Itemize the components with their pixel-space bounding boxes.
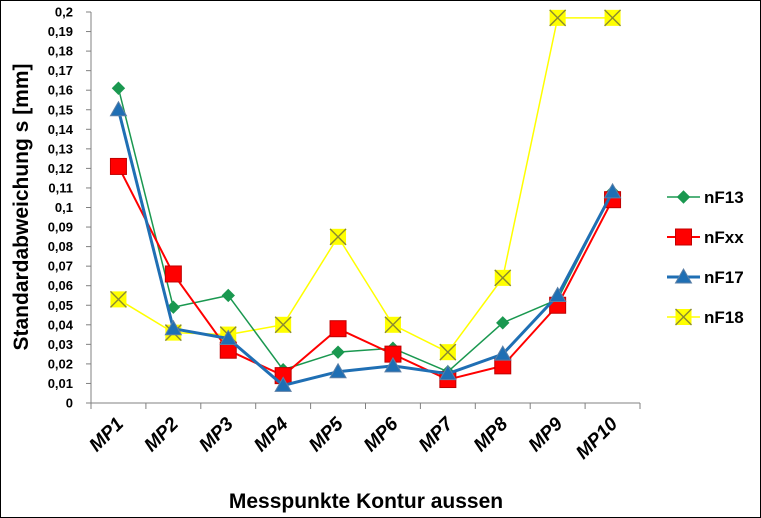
data-point-diamond — [166, 300, 181, 314]
y-tick-label: 0,15 — [48, 102, 73, 117]
data-point-diamond — [221, 288, 235, 303]
y-tick-label: 0,13 — [48, 141, 73, 156]
legend-label: nFxx — [704, 228, 744, 247]
legend-item-nF17: nF17 — [667, 267, 744, 287]
data-point-triangle — [438, 364, 457, 381]
data-point-x — [549, 9, 567, 27]
y-tick-label: 0,14 — [48, 122, 74, 137]
data-point-x-stroke — [109, 290, 127, 308]
data-point-x — [109, 290, 127, 308]
series-line — [117, 165, 614, 381]
data-point-x-stroke — [329, 228, 347, 246]
y-tick-label: 0,05 — [48, 298, 73, 313]
y-tick-label: 0,12 — [48, 161, 73, 176]
data-point-x — [494, 269, 512, 287]
data-point-triangle — [219, 329, 238, 345]
data-point-diamond — [331, 345, 345, 359]
data-point-triangle — [384, 356, 402, 373]
y-tick-label: 0,17 — [48, 63, 73, 78]
data-point-square — [329, 320, 347, 338]
data-point-triangle — [493, 345, 512, 361]
legend-label: nF18 — [704, 308, 744, 327]
data-point-x — [439, 343, 457, 361]
legend: nF13 nFxx nF17 nF18 — [667, 188, 744, 327]
data-point-x-stroke — [439, 343, 457, 361]
data-point-triangle — [164, 319, 183, 336]
legend-item-nF13: nF13 — [667, 188, 744, 207]
y-tick-label: 0,08 — [48, 239, 73, 254]
data-point-square — [675, 228, 692, 246]
data-point-x — [604, 9, 622, 27]
series-line — [117, 88, 614, 373]
data-point-diamond — [676, 190, 691, 204]
data-point-triangle — [109, 100, 128, 117]
y-tick-label: 0,09 — [48, 220, 73, 235]
data-point-x-stroke — [675, 308, 692, 326]
y-axis-title: Standardabweichung s [mm] — [10, 63, 33, 350]
data-point-triangle — [674, 267, 693, 284]
legend-label: nF13 — [704, 188, 744, 207]
series-nF17 — [109, 100, 622, 392]
data-point-x-stroke — [274, 316, 292, 334]
y-tick-label: 0,18 — [48, 44, 73, 59]
data-point-x — [274, 316, 292, 334]
y-tick-label: 0,06 — [48, 278, 73, 293]
y-tick-label: 0,07 — [48, 259, 73, 274]
data-point-x — [675, 308, 692, 326]
data-point-x — [384, 316, 402, 334]
data-point-x-stroke — [384, 316, 402, 334]
data-point-x-stroke — [494, 269, 512, 287]
data-point-triangle — [329, 362, 347, 379]
data-point-x — [329, 228, 347, 246]
data-point-x-stroke — [604, 9, 622, 27]
y-tick-label: 0,03 — [48, 337, 73, 352]
data-point-triangle — [603, 182, 622, 199]
y-tick-label: 0,1 — [55, 200, 73, 215]
data-point-square — [109, 157, 127, 175]
y-tick-label: 0,01 — [48, 376, 73, 391]
x-axis-title: Messpunkte Kontur aussen — [229, 490, 503, 513]
data-point-diamond — [111, 81, 126, 95]
legend-item-nF18: nF18 — [667, 308, 744, 327]
y-tick-label: 0,19 — [48, 24, 73, 39]
y-tick-label: 0,2 — [55, 5, 73, 20]
legend-item-nFxx: nFxx — [667, 228, 744, 247]
y-tick-label: 0,04 — [48, 317, 74, 332]
series-layer — [109, 9, 622, 392]
y-tick-label: 0,16 — [48, 83, 73, 98]
series-line — [116, 109, 614, 387]
y-tick-label: 0,11 — [48, 180, 73, 195]
y-tick-label: 0,02 — [48, 356, 73, 371]
data-point-square — [164, 265, 182, 283]
data-point-triangle — [548, 286, 567, 302]
data-point-x-stroke — [549, 9, 567, 27]
data-point-triangle — [274, 376, 293, 392]
data-point-diamond — [496, 316, 510, 330]
y-tick-label: 0 — [66, 396, 73, 411]
legend-label: nF17 — [704, 268, 744, 287]
